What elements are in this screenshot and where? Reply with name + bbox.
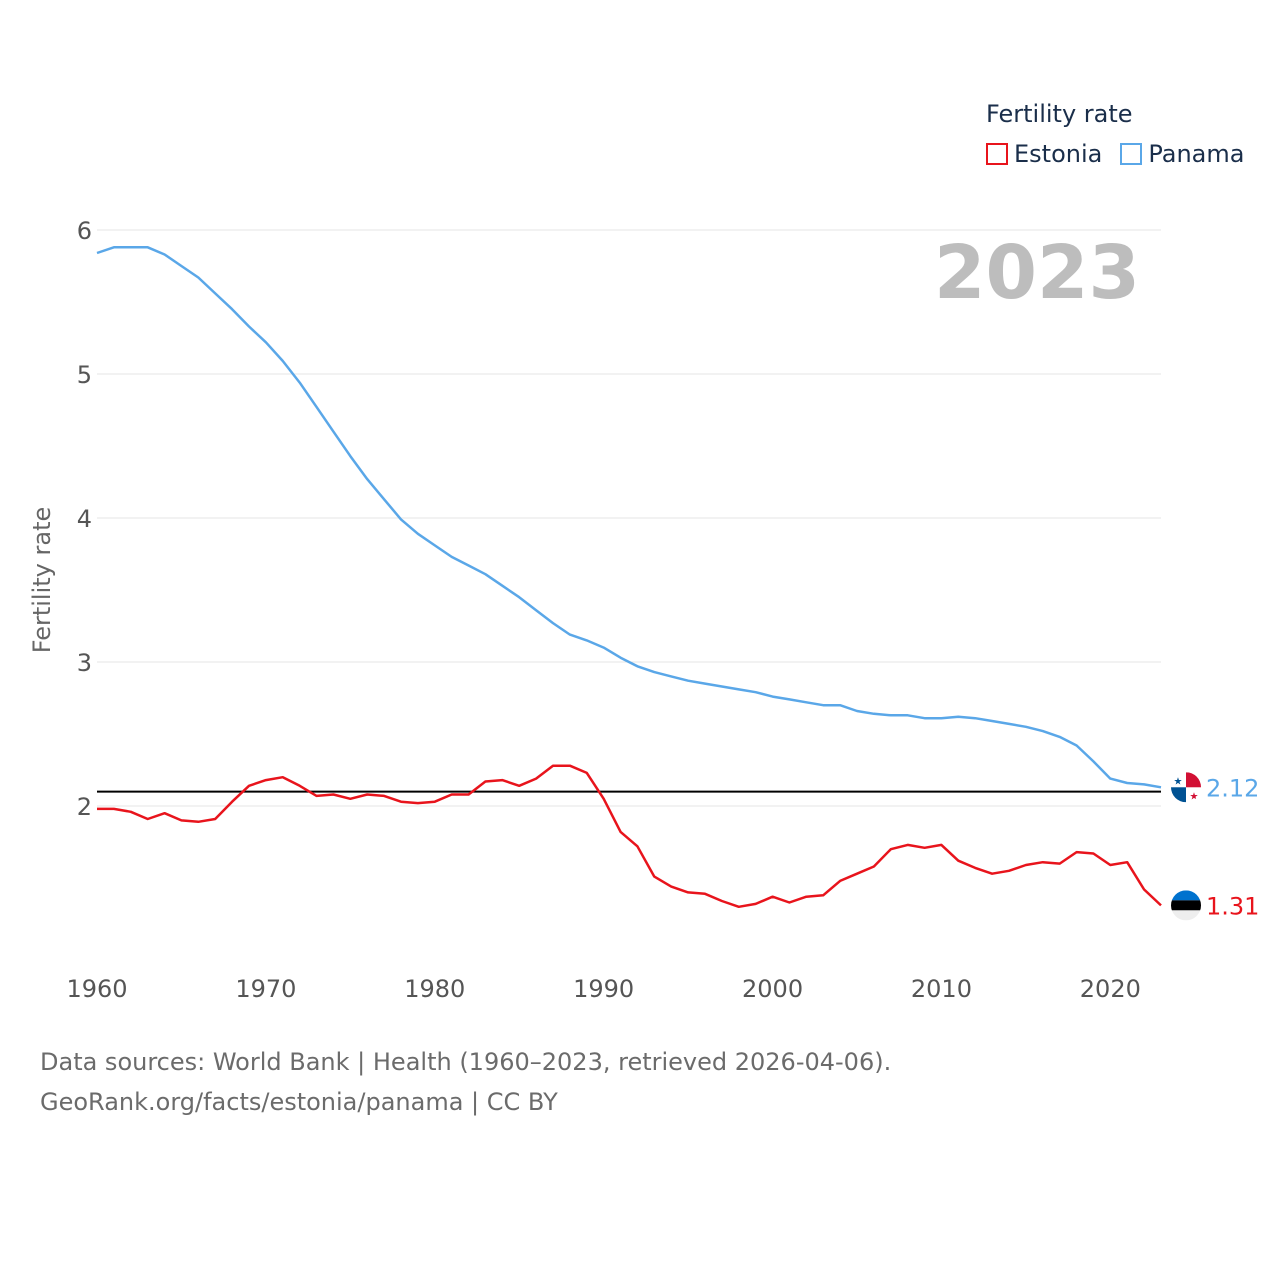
x-tick-label-2000: 2000 xyxy=(742,975,803,1003)
end-value-label-panama: 2.12 xyxy=(1206,774,1259,802)
y-tick-label-5: 5 xyxy=(77,361,92,389)
end-markers: ★★ 2.121.31 xyxy=(1171,772,1259,921)
series-lines xyxy=(96,246,1162,909)
y-tick-label-3: 3 xyxy=(77,649,92,677)
legend: Fertility rate Estonia Panama xyxy=(986,100,1244,168)
y-tick-label-4: 4 xyxy=(77,505,92,533)
legend-label-estonia: Estonia xyxy=(1014,140,1103,168)
x-axis-ticks: 1960 1970 1980 1990 2000 2010 2020 xyxy=(66,975,1140,1003)
series-line-panama xyxy=(96,246,1162,789)
legend-swatch-estonia xyxy=(986,143,1008,165)
legend-swatch-panama xyxy=(1120,143,1143,165)
flag-icon-estonia xyxy=(1171,890,1201,921)
y-axis-label: Fertility rate xyxy=(28,507,56,654)
end-value-label-estonia: 1.31 xyxy=(1206,892,1259,920)
y-tick-label-2: 2 xyxy=(77,793,92,821)
legend-label-panama: Panama xyxy=(1148,140,1245,168)
x-tick-label-1990: 1990 xyxy=(573,975,634,1003)
legend-item-estonia[interactable]: Estonia xyxy=(986,140,1102,168)
legend-title: Fertility rate xyxy=(986,100,1133,128)
x-tick-label-1980: 1980 xyxy=(404,975,465,1003)
footer-sources: Data sources: World Bank | Health (1960–… xyxy=(40,1048,892,1076)
y-tick-label-6: 6 xyxy=(77,217,92,245)
legend-item-panama[interactable]: Panama xyxy=(1120,140,1244,168)
footer: Data sources: World Bank | Health (1960–… xyxy=(40,1042,891,1122)
legend-items: Estonia Panama xyxy=(986,140,1244,168)
x-tick-label-2020: 2020 xyxy=(1080,975,1141,1003)
flag-icon-panama: ★★ xyxy=(1171,772,1201,803)
gridlines xyxy=(97,229,1161,807)
svg-text:★: ★ xyxy=(1174,776,1183,787)
x-tick-label-2010: 2010 xyxy=(911,975,972,1003)
y-axis-ticks: 2 3 4 5 6 xyxy=(77,217,92,821)
x-tick-label-1960: 1960 xyxy=(66,975,127,1003)
x-tick-label-1970: 1970 xyxy=(235,975,296,1003)
series-line-estonia xyxy=(97,764,1162,909)
footer-url: GeoRank.org/facts/estonia/panama | CC BY xyxy=(40,1088,558,1116)
svg-text:★: ★ xyxy=(1190,791,1199,802)
year-watermark: 2023 xyxy=(934,230,1140,316)
